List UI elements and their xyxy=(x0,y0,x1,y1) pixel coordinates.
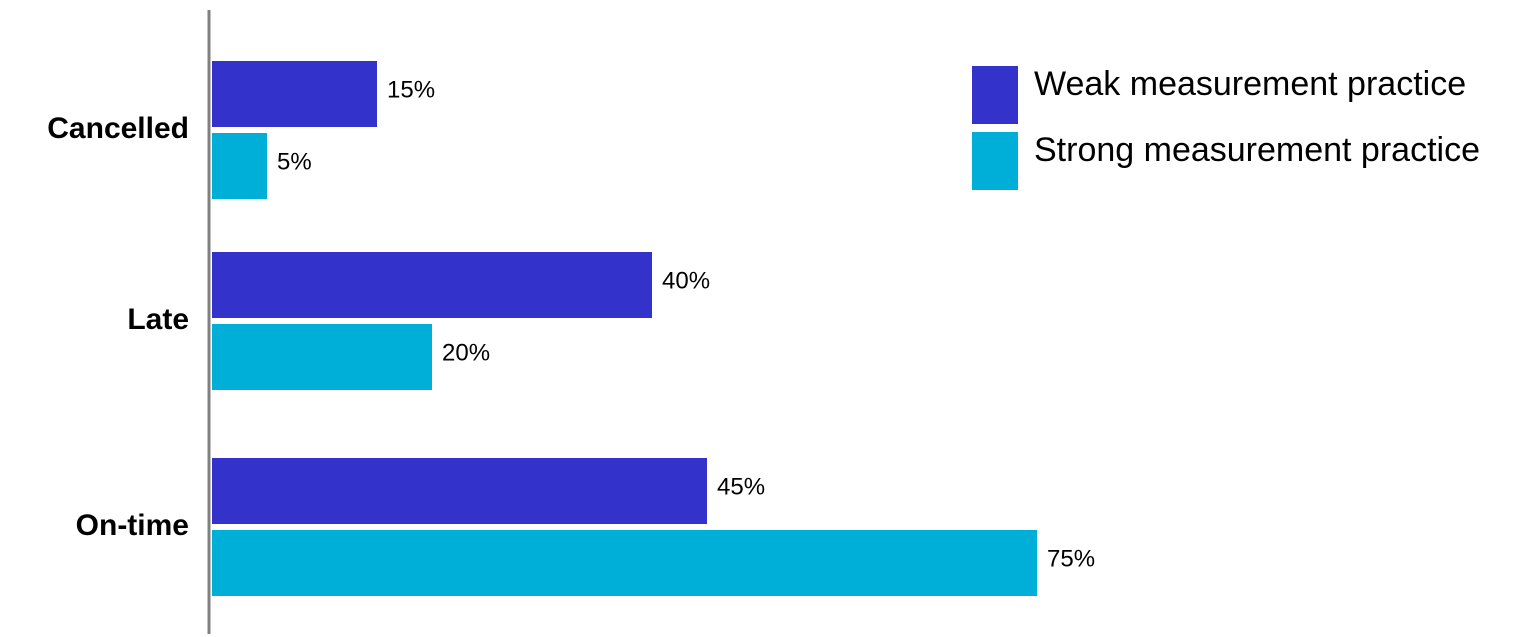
value-label-on-time-strong: 75% xyxy=(1047,545,1095,572)
category-label-on-time: On-time xyxy=(76,509,189,542)
bar-late-weak xyxy=(212,252,652,318)
value-label-late-strong: 20% xyxy=(442,339,490,366)
bar-cancelled-strong xyxy=(212,133,267,199)
value-labels-layer: 15% 5% 40% 20% 45% 75% xyxy=(277,76,1095,572)
bar-on-time-weak xyxy=(212,458,707,524)
bars-layer xyxy=(212,61,1037,596)
category-labels-layer: Cancelled Late On-time xyxy=(47,112,189,542)
value-label-on-time-weak: 45% xyxy=(717,473,765,500)
value-label-cancelled-strong: 5% xyxy=(277,148,312,175)
bar-late-strong xyxy=(212,324,432,390)
value-label-late-weak: 40% xyxy=(662,267,710,294)
legend-label-strong: Strong measurement practice xyxy=(1034,131,1480,169)
legend-swatch-weak xyxy=(972,66,1018,124)
legend-label-weak: Weak measurement practice xyxy=(1034,65,1466,103)
legend: Weak measurement practice Strong measurem… xyxy=(972,65,1480,190)
legend-swatch-strong xyxy=(972,132,1018,190)
bar-cancelled-weak xyxy=(212,61,377,127)
category-label-cancelled: Cancelled xyxy=(47,112,189,145)
value-label-cancelled-weak: 15% xyxy=(387,76,435,103)
bar-on-time-strong xyxy=(212,530,1037,596)
category-label-late: Late xyxy=(127,303,189,336)
